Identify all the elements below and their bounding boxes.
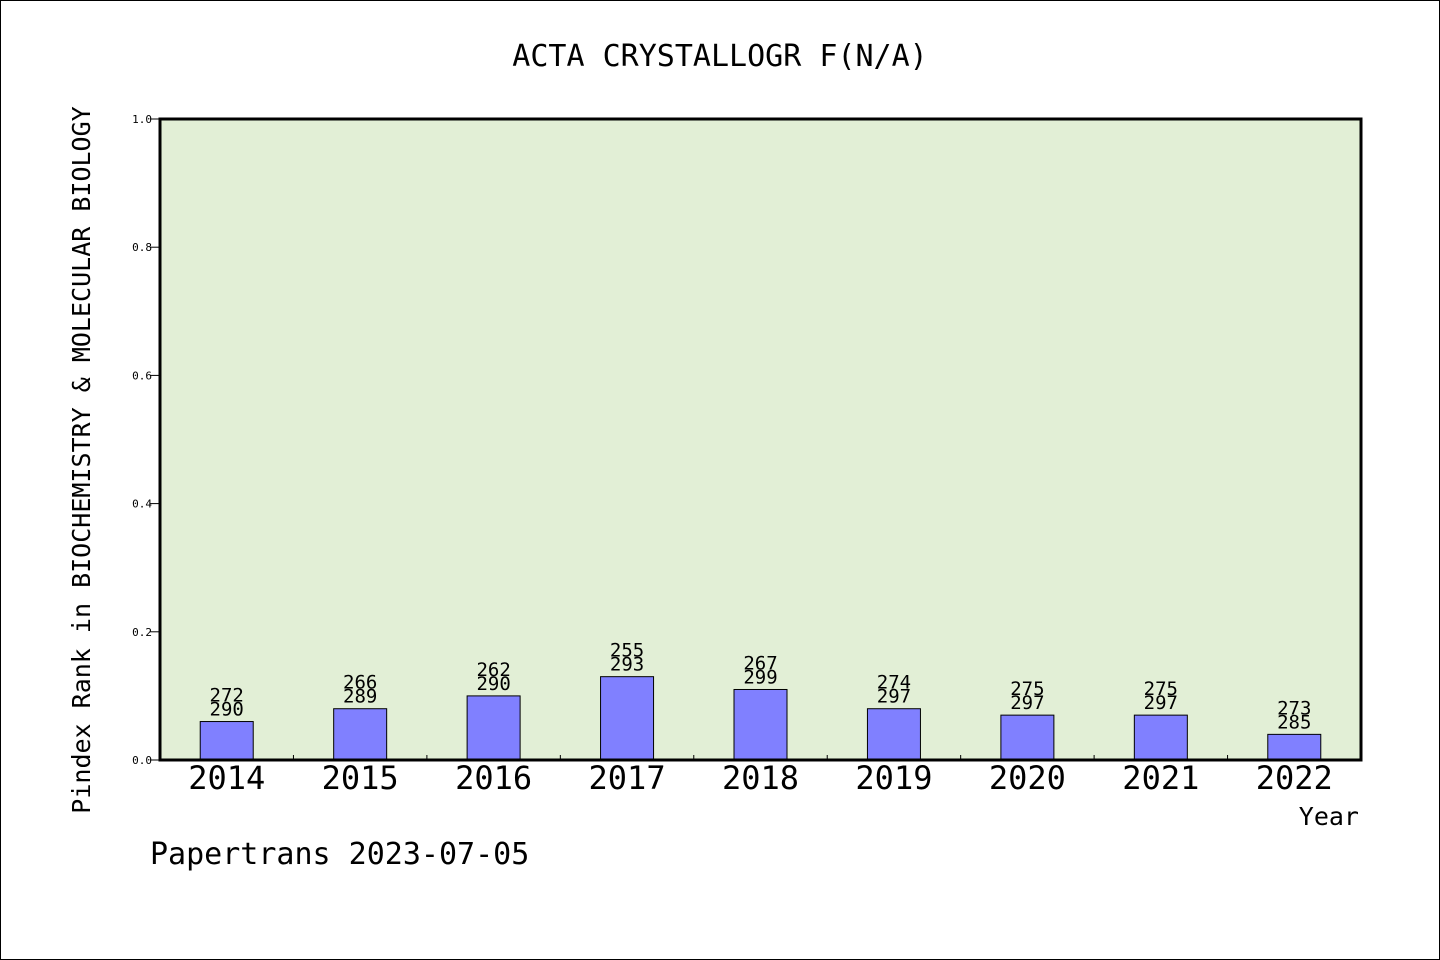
- chart-title: ACTA CRYSTALLOGR F(N/A): [512, 39, 927, 74]
- rank-label: 262: [476, 659, 510, 681]
- rank-label: 267: [743, 652, 777, 674]
- y-tick-label: 0.6: [132, 369, 152, 382]
- x-tick-label: 2014: [188, 759, 265, 797]
- x-tick-label: 2019: [855, 759, 932, 797]
- x-tick-label: 2018: [722, 759, 799, 797]
- x-axis: 2014 2015 2016 2017 2018 2019 2020 2021 2022: [188, 755, 1333, 797]
- bar-series: [199, 676, 1322, 761]
- bar-2018: [733, 688, 788, 761]
- plot-area: [160, 119, 1361, 760]
- x-axis-title: Year: [1299, 802, 1359, 831]
- x-tick-label: 2015: [322, 759, 399, 797]
- y-tick-label: 0.2: [132, 626, 152, 639]
- rank-label: 272: [210, 685, 244, 707]
- rank-label: 274: [877, 672, 911, 694]
- bar-2014: [199, 721, 254, 761]
- total-label: 299: [743, 666, 777, 688]
- y-tick-label: 0.8: [132, 241, 152, 254]
- x-tick-label: 2020: [989, 759, 1066, 797]
- y-tick-label: 0.0: [132, 754, 152, 767]
- rank-label: 275: [1010, 678, 1044, 700]
- total-label: 290: [476, 673, 510, 695]
- rank-label: 273: [1277, 697, 1311, 719]
- x-tick-label: 2022: [1256, 759, 1333, 797]
- bar-2022: [1267, 733, 1322, 761]
- total-label: 289: [343, 686, 377, 708]
- footer-credit: Papertrans 2023-07-05: [150, 837, 529, 872]
- bar-2020: [1000, 714, 1055, 761]
- total-label: 290: [210, 699, 244, 721]
- bar-2021: [1133, 714, 1188, 761]
- total-label: 293: [610, 654, 644, 676]
- total-label: 285: [1277, 711, 1311, 733]
- total-label: 297: [1144, 692, 1178, 714]
- rank-label: 275: [1144, 678, 1178, 700]
- y-tick-label: 1.0: [132, 113, 152, 126]
- rank-label: 266: [343, 672, 377, 694]
- y-axis-title: Pindex Rank in BIOCHEMISTRY & MOLECULAR …: [67, 106, 96, 813]
- plot-border: [158, 117, 1363, 762]
- total-label: 297: [877, 686, 911, 708]
- x-tick-label: 2017: [589, 759, 666, 797]
- bar-2016: [466, 695, 521, 761]
- rank-label: 255: [610, 640, 644, 662]
- x-tick-label: 2021: [1122, 759, 1199, 797]
- bar-2019: [866, 708, 921, 761]
- y-tick-label: 0.4: [132, 498, 152, 511]
- y-axis: 0.0 0.2 0.4 0.6 0.8 1.0: [132, 113, 160, 767]
- bar-2017: [600, 676, 655, 761]
- total-label: 297: [1010, 692, 1044, 714]
- x-tick-label: 2016: [455, 759, 532, 797]
- bar-2015: [333, 708, 388, 761]
